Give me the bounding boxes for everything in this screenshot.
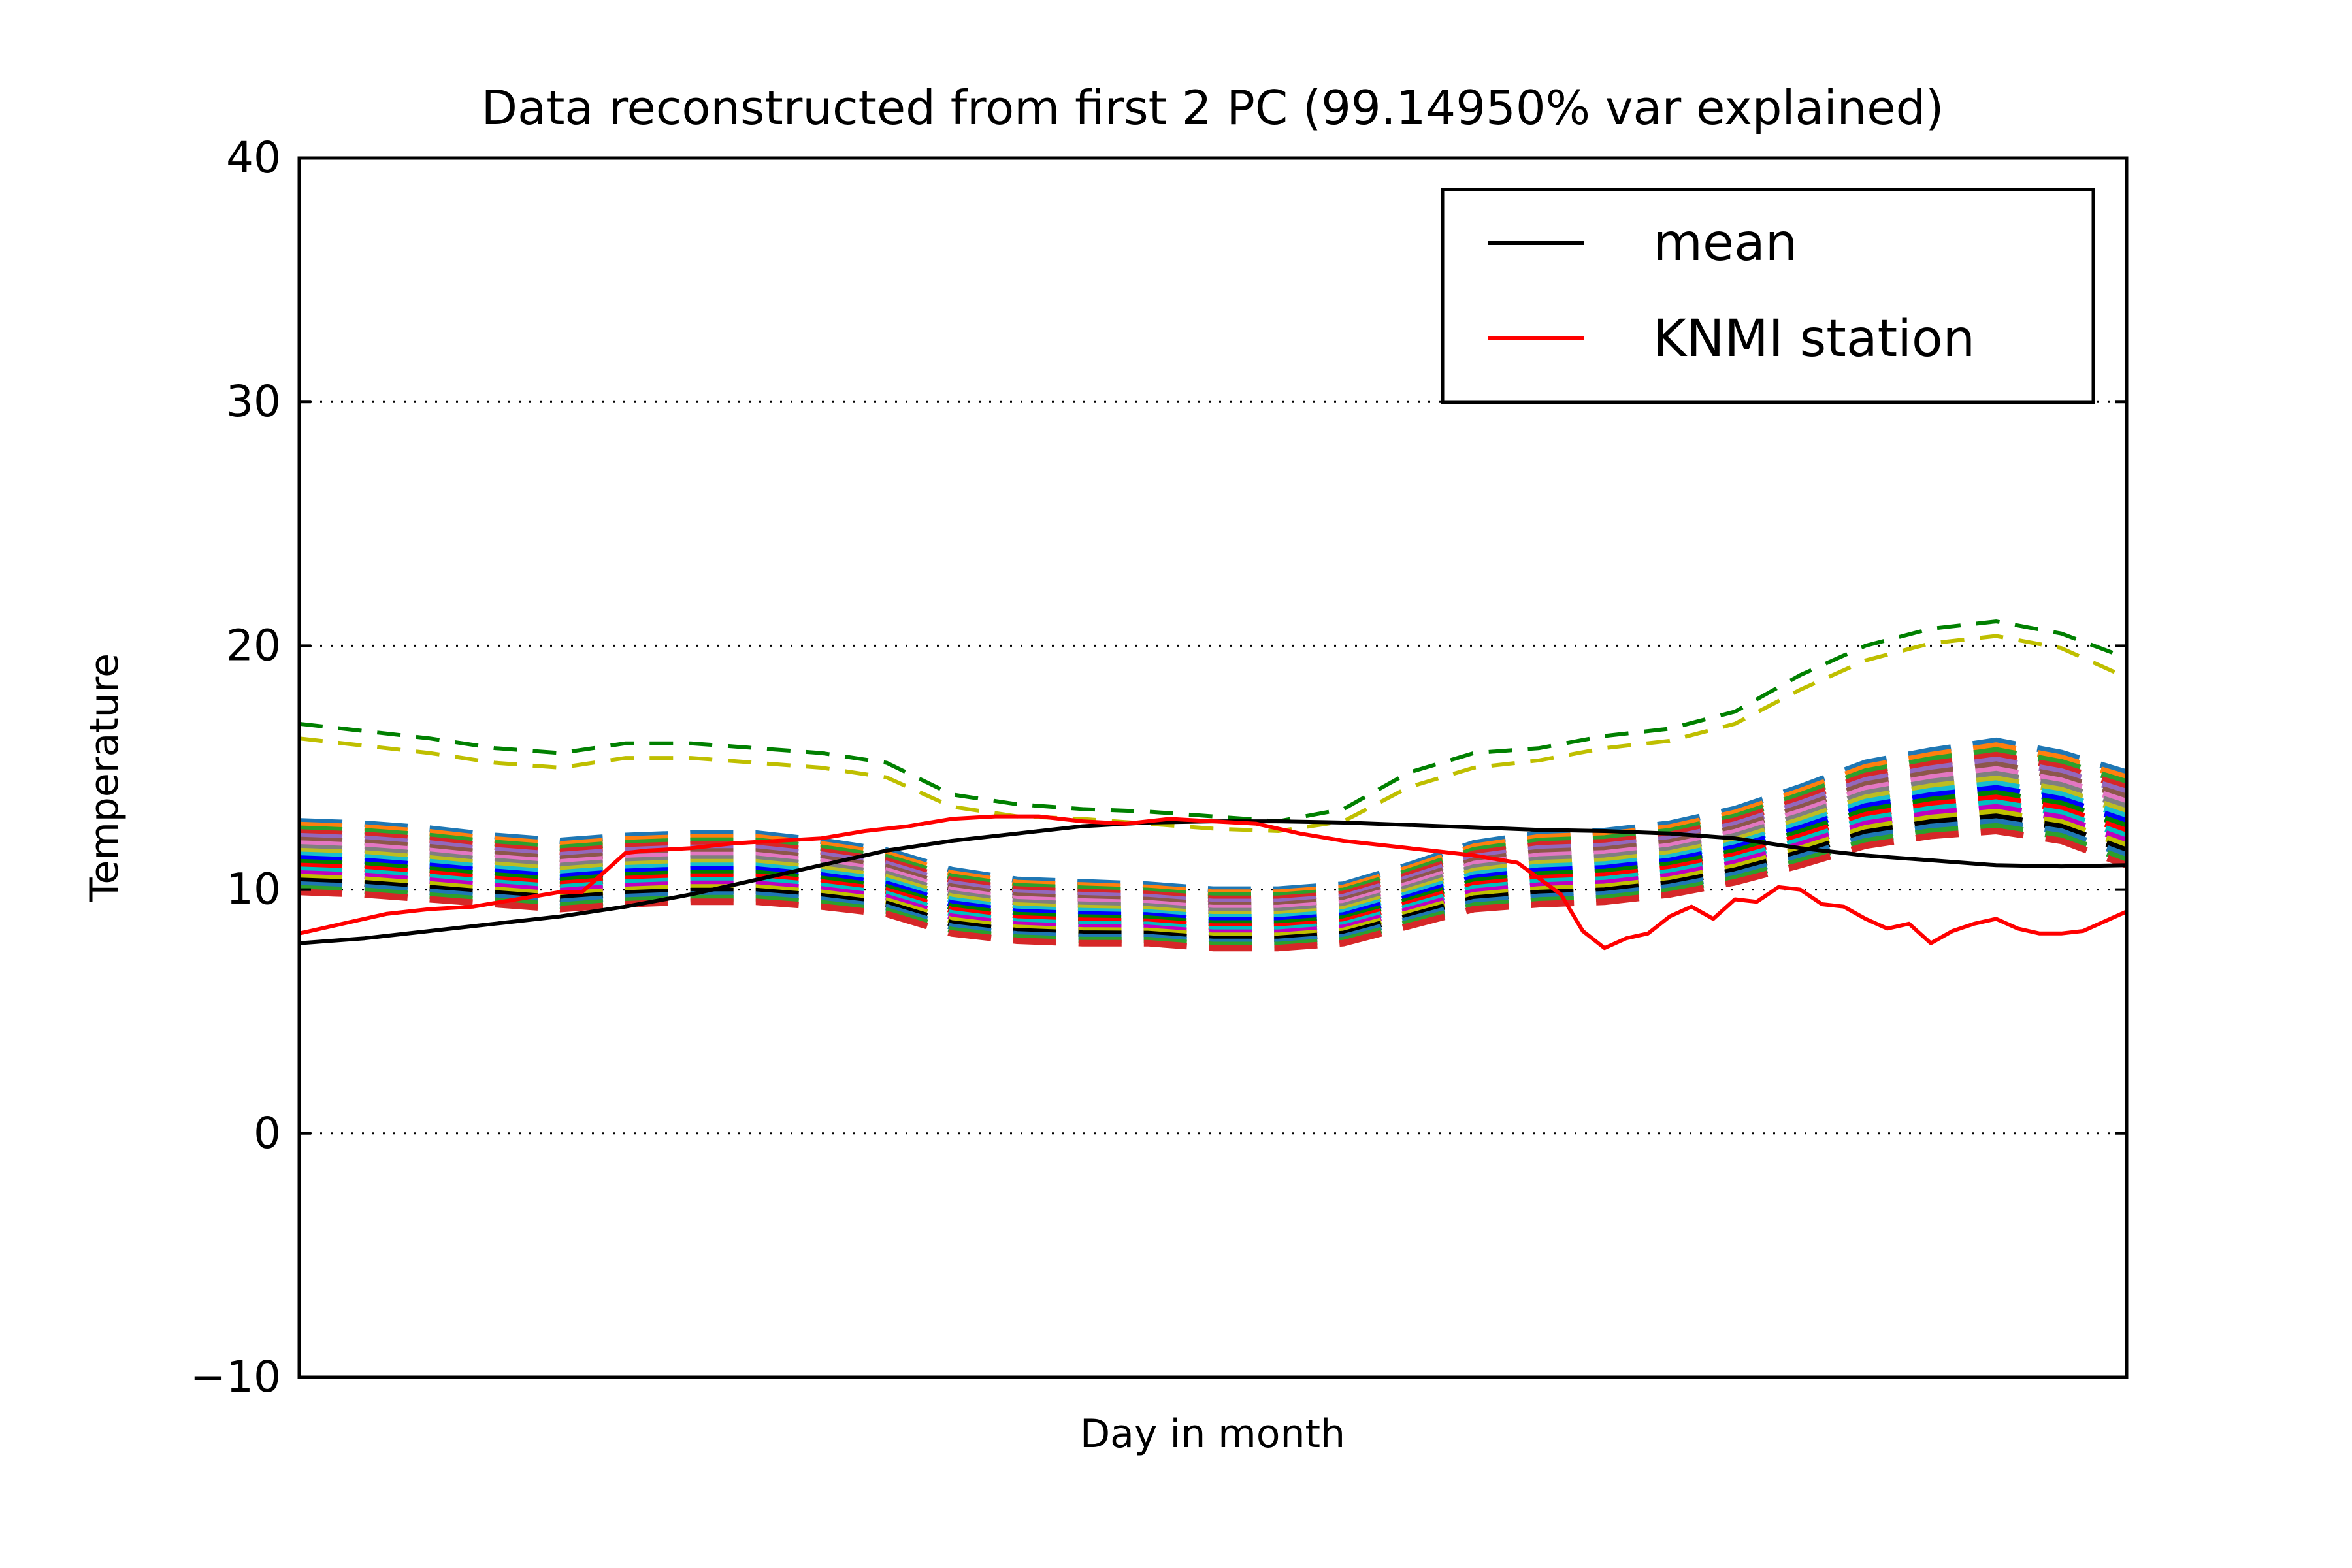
pc-member-lines [299,737,2128,952]
legend-box [1441,188,2095,404]
y-tick-label: −10 [190,1352,281,1402]
main-series [299,619,2128,951]
y-axis-label: Temperature [82,653,127,902]
pc-member-line [299,828,2128,952]
knmi-station-line [299,814,2128,951]
y-tick-label: 20 [226,620,281,670]
y-tick-label: 40 [226,133,281,183]
chart-title: Data reconstructed from first 2 PC (99.1… [482,80,1944,135]
legend-mean-label: mean [1653,214,1797,272]
y-tick-label: 30 [226,376,281,427]
plot-frame [297,156,2129,1379]
grid-lines [299,400,2127,1135]
upper-yellow-line [299,634,2128,833]
x-axis-label: Day in month [1080,1411,1345,1457]
legend-knmi-label: KNMI station [1653,310,1975,368]
y-tick-label: 0 [253,1108,281,1158]
y-axis-ticks: −10 0 10 20 30 40 [190,133,2127,1402]
y-tick-label: 10 [226,864,281,915]
legend: mean KNMI station [1441,188,2095,404]
